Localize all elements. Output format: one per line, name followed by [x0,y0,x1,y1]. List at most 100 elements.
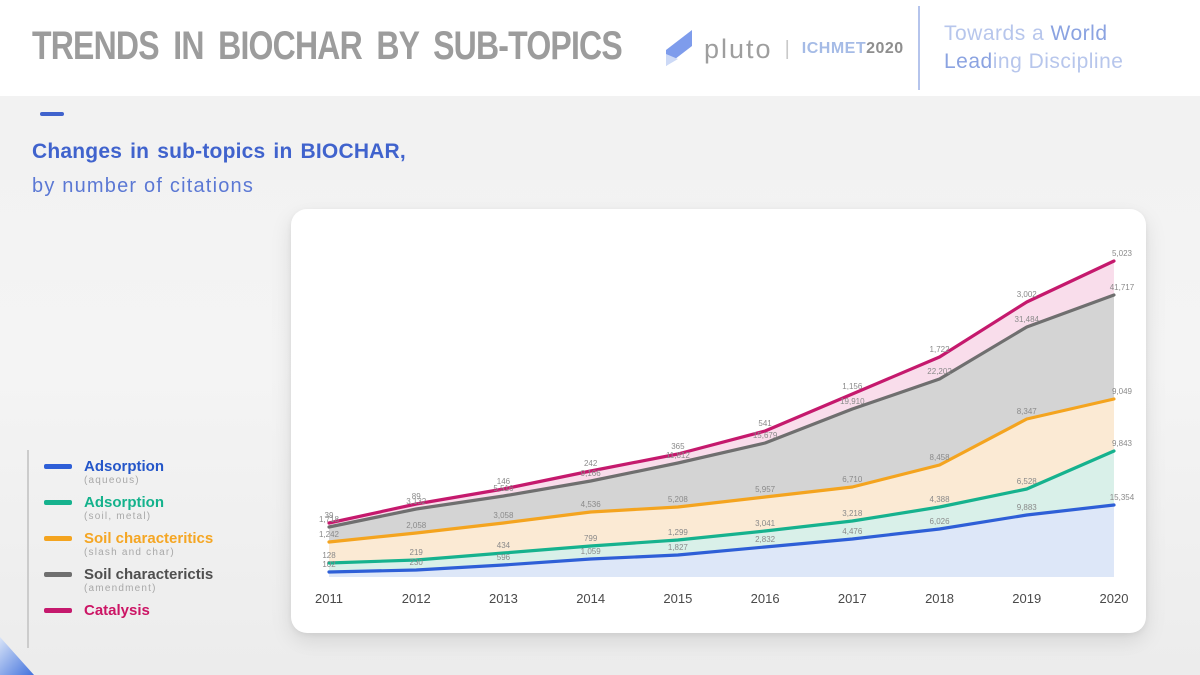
point-label: 89 [412,492,421,501]
legend-label: Adsorption [84,458,164,475]
point-label: 3,132 [406,497,427,506]
point-label: 2,832 [755,535,776,544]
point-label: 15,679 [753,431,778,440]
point-label: 8,347 [1017,407,1038,416]
point-label: 434 [497,541,511,550]
point-label: 4,388 [930,495,951,504]
legend-swatch-icon [44,572,72,577]
point-label: 41,717 [1110,283,1135,292]
point-label: 242 [584,459,598,468]
point-label: 1,722 [930,345,951,354]
legend-swatch-icon [44,464,72,469]
point-label: 1,299 [668,528,689,537]
point-label: 3,058 [493,511,514,520]
point-label: 4,536 [581,500,602,509]
legend-item-adsorption-soil-metal: Adsorption (soil, metal) [44,494,284,530]
point-label: 541 [758,419,772,428]
x-axis-label: 2015 [663,591,692,606]
point-label: 1,827 [668,543,689,552]
header: TRENDS IN BIOCHAR BY SUB-TOPICS pluto | … [0,0,1200,96]
point-label: 9,843 [1112,439,1133,448]
legend-divider-line [27,450,29,648]
point-label: 6,528 [1017,477,1038,486]
x-axis-label: 2014 [576,591,605,606]
logo-separator: | [784,37,790,60]
page-title: TRENDS IN BIOCHAR BY SUB-TOPICS [32,24,623,68]
point-label: 3,041 [755,519,776,528]
conference-year: 2020 [866,40,904,57]
point-label: 799 [584,534,598,543]
point-label: 5,023 [1112,249,1133,258]
chart-legend: Adsorption (aqueous) Adsorption (soil, met… [44,458,284,638]
point-label: 4,476 [842,527,863,536]
point-label: 128 [322,551,336,560]
point-label: 5,516 [493,484,514,493]
point-label: 596 [497,553,511,562]
point-label: 11,812 [666,451,690,460]
legend-label: Adsorption [84,494,164,511]
area-band [329,295,1114,542]
point-label: 1,242 [319,530,340,539]
area-band [329,451,1114,572]
point-label: 3,002 [1017,290,1038,299]
point-label: 102 [322,560,336,569]
conference-logo: ICHMET2020 [802,40,904,58]
legend-item-soil-characteristics-slash-char: Soil characteritics (slash and char) [44,530,284,566]
trend-line [327,503,1116,574]
legend-sublabel: (soil, metal) [84,511,152,522]
x-axis-label: 2020 [1100,591,1129,606]
legend-item-soil-characteristics-amendment: Soil characterictis (amendment) [44,566,284,602]
point-label: 1,059 [581,547,602,556]
point-label: 1,718 [319,515,340,524]
legend-item-adsorption-aqueous: Adsorption (aqueous) [44,458,284,494]
x-axis-label: 2017 [838,591,867,606]
point-label: 39 [325,511,334,520]
corner-accent-shape [0,637,34,675]
point-label: 19,910 [840,397,865,406]
tagline-line2: Leading Discipline [944,50,1124,73]
point-label: 230 [410,558,424,567]
point-label: 9,883 [1017,503,1038,512]
x-axis-label: 2013 [489,591,518,606]
area-band [329,399,1114,563]
point-label: 1,156 [842,382,863,391]
point-label: 6,710 [842,475,863,484]
area-band [329,505,1114,577]
area-chart: 102 230 596 1,059 1,827 2,832 4,476 6,026 9,883 1… [315,249,1135,606]
chart-title-line1: Changes in sub-topics in BIOCHAR, [32,140,406,163]
point-label: 15,354 [1110,493,1135,502]
point-label: 9,049 [1112,387,1133,396]
conference-name: ICHMET [801,40,867,57]
header-divider [918,6,920,90]
x-axis-label: 2018 [925,591,954,606]
legend-swatch-icon [44,608,72,613]
trend-line [327,293,1116,529]
trend-line [327,449,1116,565]
chart-title-line2: by number of citations [32,175,255,197]
point-label: 2,058 [406,521,427,530]
legend-label: Soil characteritics [84,530,214,547]
x-axis-label: 2011 [315,591,343,606]
trend-line [327,259,1116,525]
x-axis-label: 2016 [751,591,780,606]
legend-swatch-icon [44,536,72,541]
point-label: 219 [410,548,424,557]
legend-label: Catalysis [84,602,150,619]
point-label: 6,026 [930,517,951,526]
point-label: 8,458 [930,453,951,462]
x-axis-label: 2019 [1012,591,1041,606]
legend-sublabel: (amendment) [84,583,157,594]
point-label: 5,957 [755,485,776,494]
point-label: 146 [497,477,511,486]
legend-sublabel: (aqueous) [84,475,140,486]
subtitle-dash [40,112,64,116]
pluto-logo-icon [666,30,692,66]
legend-label: Soil characterictis [84,566,214,583]
point-label: 31,484 [1015,315,1040,324]
pluto-logo-text: pluto [704,33,773,64]
tagline-line1: Towards a World [944,22,1108,45]
point-label: 9,166 [581,469,602,478]
legend-swatch-icon [44,500,72,505]
logo-group: pluto | ICHMET2020 [662,26,904,72]
chart-card: 102 230 596 1,059 1,827 2,832 4,476 6,026 9,883 1… [291,209,1146,633]
